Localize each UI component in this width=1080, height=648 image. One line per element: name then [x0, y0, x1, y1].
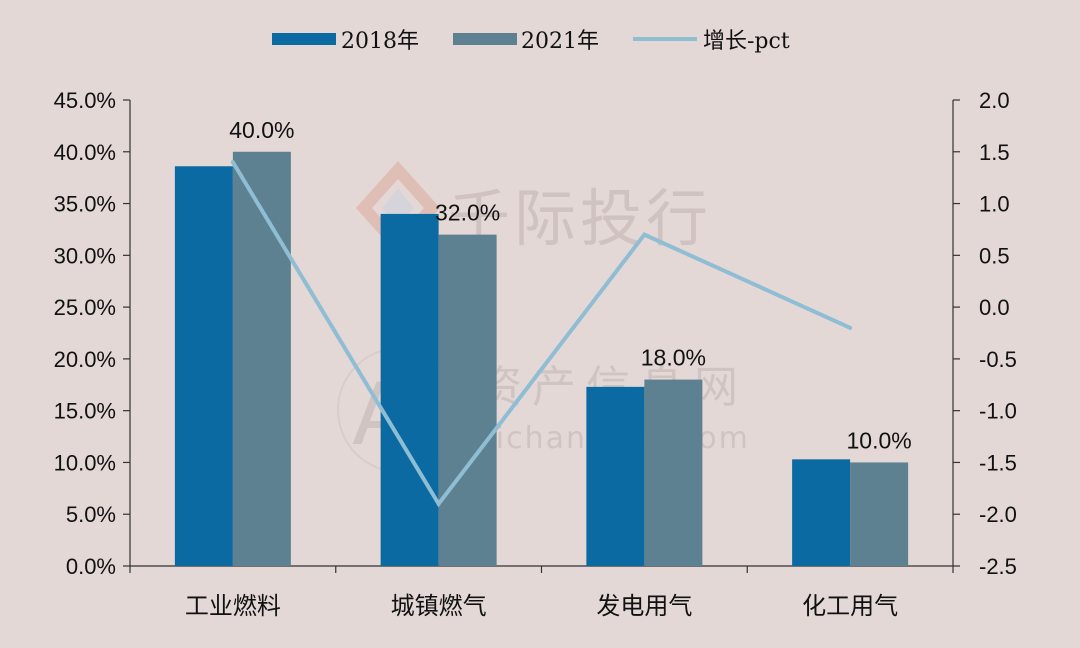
y-left-tick-label: 30.0%	[54, 243, 116, 268]
data-labels: 40.0% 32.0% 18.0% 10.0%	[229, 117, 911, 454]
y-left-tick-label: 40.0%	[54, 140, 116, 165]
y-right-tick-label: -0.5	[979, 347, 1017, 372]
data-label: 18.0%	[641, 345, 706, 371]
axes: 0.0% 5.0% 10.0% 15.0% 20.0% 25.0% 30.0% 35.0% 40…	[54, 88, 1017, 620]
growth-point	[436, 501, 441, 506]
bar-2021	[438, 234, 497, 566]
x-tick-label: 城镇燃气	[391, 592, 487, 620]
legend-label-growth: 增长-pct	[703, 29, 790, 54]
y-right-tick-label: -1.0	[979, 399, 1017, 424]
y-right-tick-label: -2.0	[979, 502, 1017, 527]
y-right-tick-label: -2.5	[979, 554, 1017, 579]
x-tick-label: 化工用气	[802, 592, 898, 620]
growth-series-line	[231, 161, 851, 508]
legend-swatch-2021	[453, 33, 517, 45]
y-right-tick-label: 2.0	[979, 88, 1010, 113]
bar-2018	[586, 386, 645, 566]
data-label: 32.0%	[435, 200, 500, 226]
y-right-tick-label: 1.5	[979, 140, 1010, 165]
y-left-tick-label: 45.0%	[54, 88, 116, 113]
bars	[174, 151, 909, 566]
y-left-tick-label: 20.0%	[54, 347, 116, 372]
y-left-tick-label: 35.0%	[54, 192, 116, 217]
y-left-tick-label: 25.0%	[54, 295, 116, 320]
legend: 2018年 2021年 增长-pct	[272, 29, 790, 54]
legend-label-2021: 2021年	[521, 29, 599, 54]
y-right-tick-label: -1.5	[979, 450, 1017, 475]
growth-point	[848, 325, 853, 330]
data-label: 10.0%	[847, 427, 912, 453]
bar-2021	[850, 462, 909, 566]
legend-label-2018: 2018年	[341, 29, 419, 54]
y-right-tick-label: 1.0	[979, 192, 1010, 217]
x-tick-label: 工业燃料	[185, 592, 281, 620]
y-left-tick-label: 10.0%	[54, 450, 116, 475]
growth-point	[230, 160, 235, 165]
bar-2018	[792, 459, 851, 566]
y-left-tick-label: 15.0%	[54, 399, 116, 424]
x-tick-label: 发电用气	[596, 592, 692, 620]
bar-2018	[380, 213, 439, 566]
y-left-tick-label: 5.0%	[66, 502, 116, 527]
growth-point	[642, 232, 647, 237]
y-right-tick-label: 0.0	[979, 295, 1010, 320]
y-right-tick-label: 0.5	[979, 243, 1010, 268]
bar-2018	[174, 166, 233, 566]
legend-swatch-2018	[272, 33, 336, 45]
y-left-tick-label: 0.0%	[66, 554, 116, 579]
growth-line	[230, 160, 853, 508]
data-label: 40.0%	[229, 117, 294, 143]
bar-2021	[644, 379, 703, 566]
bar-2021	[232, 151, 291, 566]
